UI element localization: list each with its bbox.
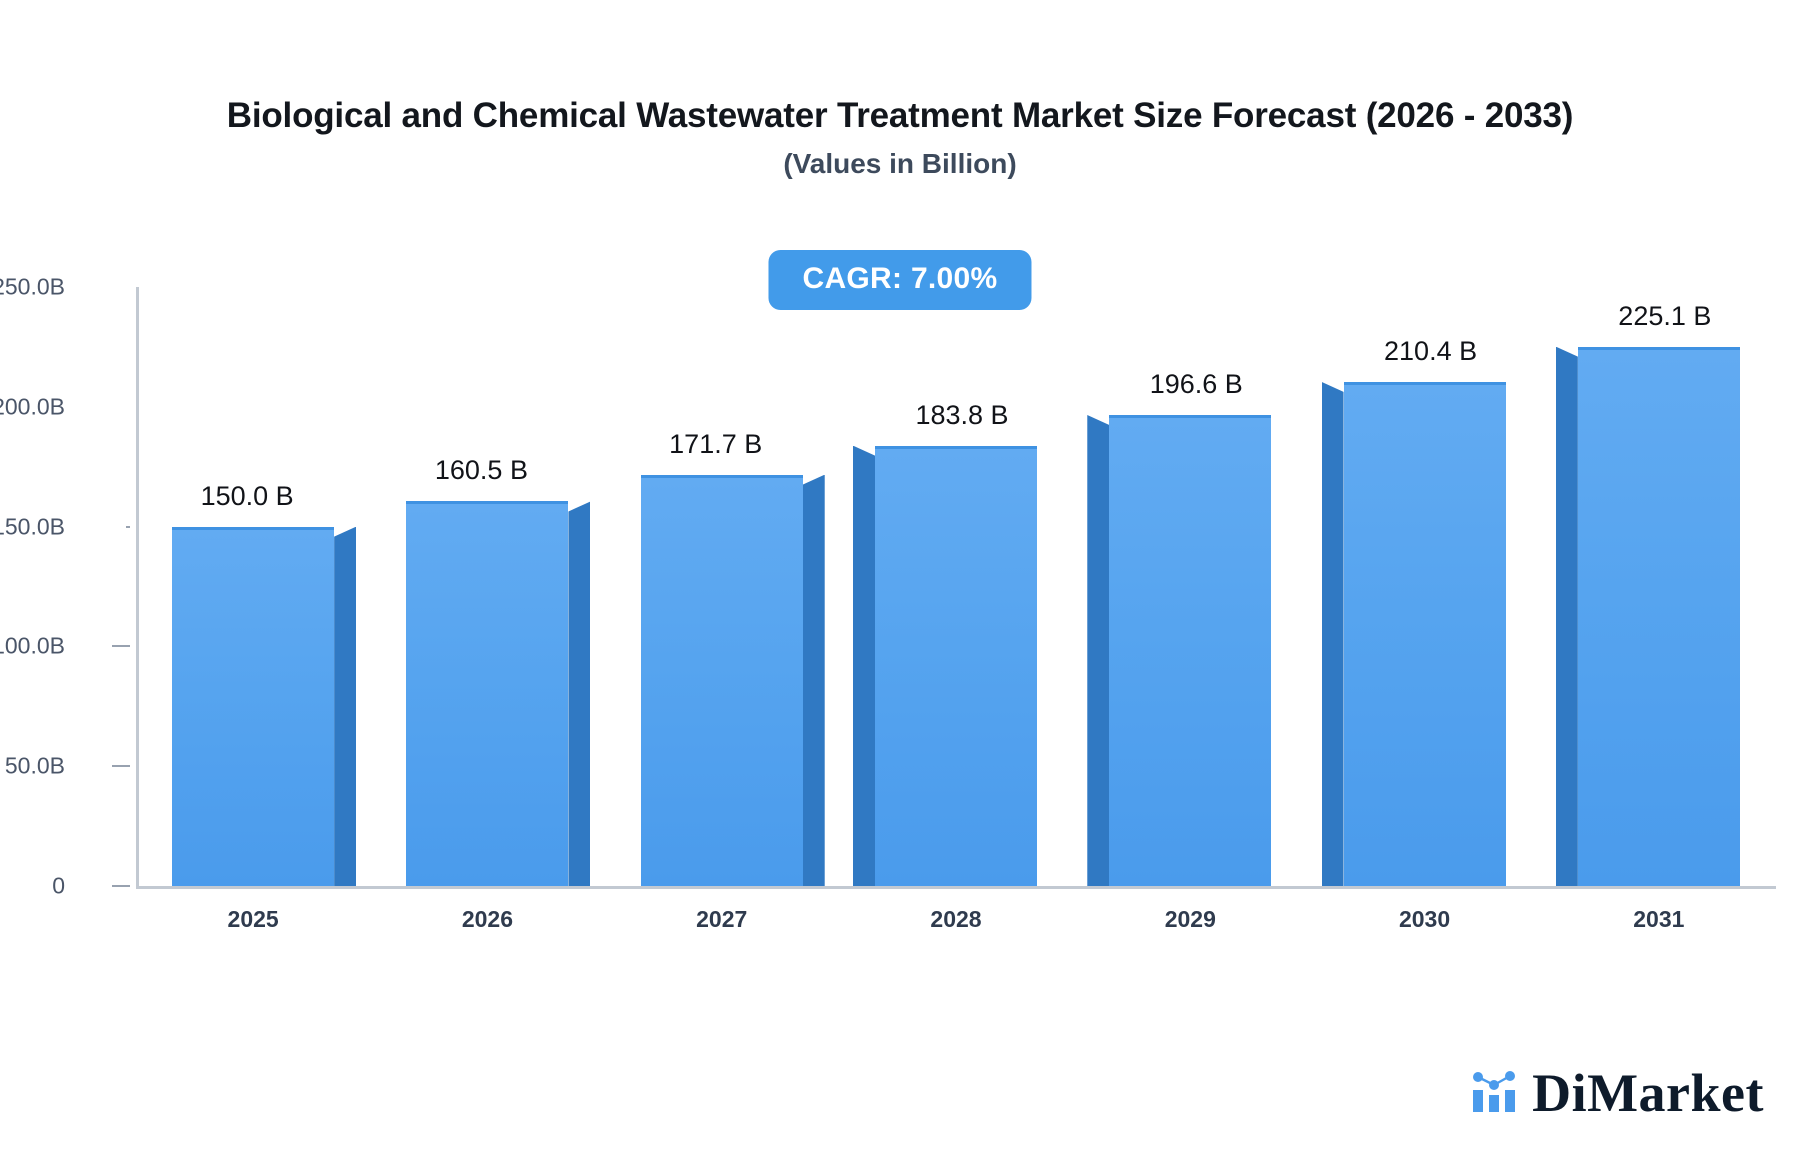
y-axis-line [136,287,139,886]
bar-value-label: 150.0 B [200,480,294,511]
bar-value-label: 171.7 B [669,428,763,459]
bar-side-face [568,501,591,886]
brand-logo: DiMarket [1470,1066,1764,1120]
y-axis-tick-label: 100.0B [0,632,65,659]
x-axis-tick-label: 2029 [1164,906,1216,932]
bar-front-face [875,445,1037,886]
y-axis-tick-label: 0 [52,872,65,899]
cagr-badge: CAGR: 7.00% [768,250,1032,310]
bar-front-face [406,501,569,886]
x-axis-tick-label: 2026 [461,906,514,932]
bar-value-label: 210.4 B [1384,335,1478,366]
bar-2026[interactable]: 160.5 B [406,455,591,886]
x-axis-line [136,886,1776,889]
y-axis-tick-label: 200.0B [0,393,65,420]
bar-side-face [853,445,875,886]
bar-2031[interactable]: 225.1 B [1555,301,1740,886]
bar-front-face [1109,414,1272,886]
bar-side-face [334,526,357,886]
y-axis-tick-mark [112,885,130,887]
logo-text: DiMarket [1532,1063,1764,1123]
bar-value-label: 183.8 B [915,399,1009,430]
bar-2025[interactable]: 150.0 B [172,481,357,886]
bar-side-face [1321,381,1344,886]
bar-front-face [640,474,803,886]
x-axis-tick-label: 2030 [1398,906,1451,932]
page-title: Biological and Chemical Wastewater Treat… [226,96,1574,135]
bar-value-label: 160.5 B [434,455,528,486]
y-axis-tick-mark [112,765,130,768]
x-axis-tick-label: 2031 [1633,906,1685,932]
bar-side-face [802,474,825,886]
bar-front-face [1577,346,1740,886]
bar-side-face [1087,414,1110,886]
bar-2027[interactable]: 171.7 B [640,429,825,886]
bar-front-face [172,526,335,886]
bar-2030[interactable]: 210.4 B [1321,336,1506,886]
bar-front-face [1343,381,1506,886]
x-axis-tick-label: 2027 [696,906,748,932]
chart-subtitle: (Values in Billion) [783,148,1017,179]
bar-chart-trend-icon [1470,1068,1518,1119]
bar-side-face [1555,346,1578,886]
y-axis-tick-label: 250.0B [0,273,65,300]
bar-value-label: 196.6 B [1149,368,1243,399]
y-axis-tick-mark [112,645,130,648]
bar-2028[interactable]: 183.8 B [853,400,1037,886]
y-axis-tick-label: 150.0B [0,513,65,540]
bar-value-label: 225.1 B [1618,300,1712,331]
y-axis-tick-label: 50.0B [4,752,65,779]
x-axis-tick-label: 2025 [227,906,279,932]
x-axis-tick-label: 2028 [930,906,982,932]
y-axis-tick-mark [126,525,130,528]
bar-2029[interactable]: 196.6 B [1087,369,1272,886]
